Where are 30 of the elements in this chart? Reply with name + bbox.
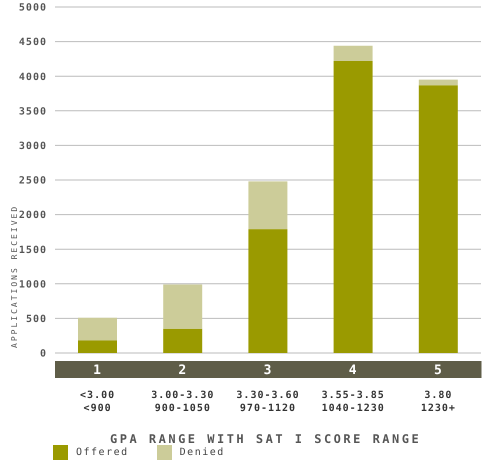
x-tick-label: 2 3.00-3.30 900-1050: [151, 363, 214, 414]
x-axis-title: GPA RANGE WITH SAT I SCORE RANGE: [110, 432, 422, 446]
y-tick-label: 3500: [18, 106, 47, 118]
bar: [418, 85, 458, 353]
bar: [334, 60, 373, 353]
bar: [78, 340, 118, 353]
y-tick-label: 5000: [18, 2, 47, 14]
bar: [163, 328, 202, 353]
x-tick-label: 5 3.80 1230+: [420, 363, 456, 414]
bar: [418, 80, 458, 86]
bar: [78, 318, 118, 341]
y-tick-label: 500: [26, 314, 47, 325]
y-tick-label: 1000: [18, 279, 47, 290]
legend-label: Offered: [75, 446, 129, 460]
bar: [334, 46, 373, 61]
y-tick-label: 1500: [18, 244, 47, 256]
bar: [163, 284, 202, 329]
y-tick-label: 2500: [18, 176, 47, 187]
y-axis-title: APPLICATIONS RECEIVED: [10, 204, 19, 348]
y-tick-label: 3000: [18, 140, 47, 152]
x-tick-label: 3 3.30-3.60 970-1120: [236, 363, 300, 414]
legend-label: Denied: [178, 446, 225, 460]
bar: [248, 181, 288, 230]
y-tick-label: 2000: [18, 210, 47, 222]
x-tick-label: 4 3.55-3.85 1040-1230: [322, 363, 385, 414]
y-tick-label: 4000: [18, 72, 47, 83]
bar: [248, 229, 288, 353]
x-tick-label: 1 <3.00 <900: [80, 363, 116, 414]
y-tick-label: 4500: [18, 37, 47, 48]
y-tick-label: 0: [40, 348, 47, 360]
